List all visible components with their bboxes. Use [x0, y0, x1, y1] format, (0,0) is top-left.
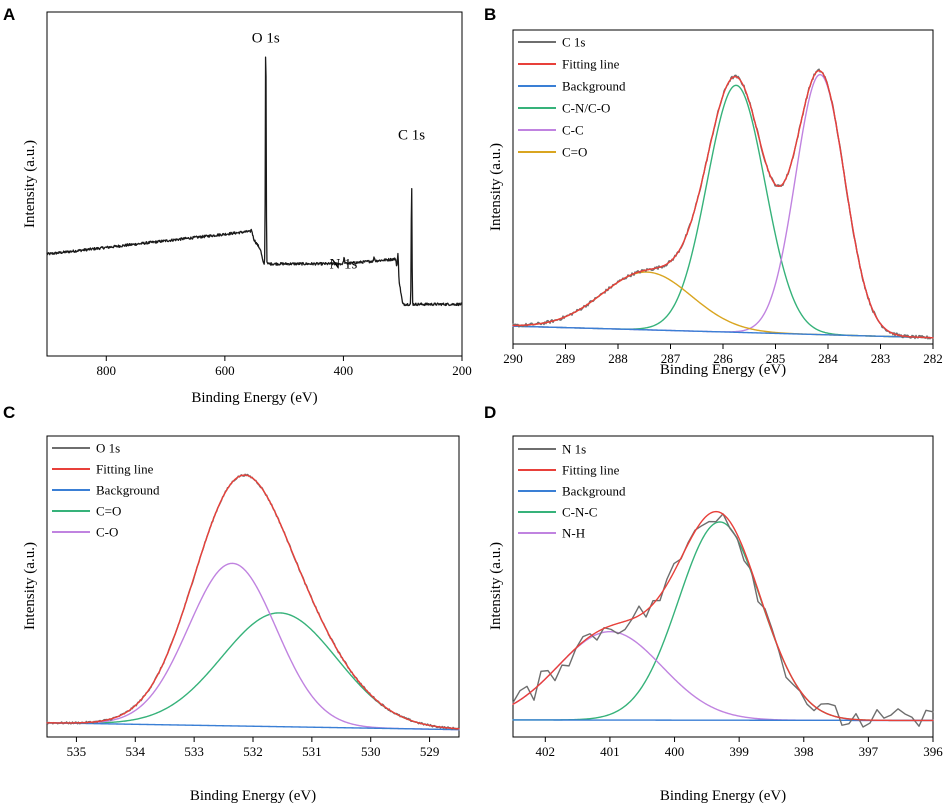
panel-a-annotation-o-1s: O 1s	[252, 30, 280, 46]
panel-b-tick-label-289: 289	[556, 351, 576, 366]
panel-d-legend-label-n-h: N-H	[562, 526, 585, 541]
panel-b-x-ticks: 290 289 288 287 286 285 284 283 282	[503, 344, 943, 366]
panel-a-tick-label-800: 800	[97, 363, 117, 378]
panel-d-curves	[512, 510, 934, 728]
panel-b-curves	[512, 68, 934, 340]
panel-c-tick-label-532: 532	[243, 744, 263, 759]
panel-a-y-axis-title: Intensity (a.u.)	[22, 140, 38, 228]
panel-d-tick-label-397: 397	[859, 744, 879, 759]
panel-d-tick-label-402: 402	[536, 744, 556, 759]
panel-c-tick-label-530: 530	[361, 744, 381, 759]
panel-a-annotation-c-1s: C 1s	[398, 127, 425, 143]
panel-c-series-c-o	[46, 562, 460, 731]
panel-b-tick-label-283: 283	[871, 351, 891, 366]
panel-a-curves	[46, 56, 463, 307]
panel-c-tick-label-534: 534	[126, 744, 146, 759]
panel-c-legend-label-c-o: C=O	[96, 504, 121, 519]
panel-d-series-n-1s	[512, 513, 934, 728]
panel-c-legend-label-o-1s: O 1s	[96, 441, 120, 456]
panel-b-y-axis-title: Intensity (a.u.)	[488, 143, 504, 231]
panel-c-curves	[46, 473, 460, 731]
panel-b-series-background	[512, 325, 934, 339]
panel-a-letter: A	[3, 5, 15, 24]
panel-b-legend-label-c-c: C-C	[562, 123, 584, 138]
panel-b-tick-label-286: 286	[713, 351, 733, 366]
panel-a-survey-chart: A 800 600 400 200 O 1s N 1s C 1s Binding Ener…	[3, 5, 472, 406]
panel-b-legend-label-c-o: C=O	[562, 145, 587, 160]
panel-c-series-c-o	[46, 612, 460, 730]
panel-b-legend-label-c-1s: C 1s	[562, 35, 585, 50]
panel-d-tick-label-400: 400	[665, 744, 685, 759]
panel-b-tick-label-284: 284	[818, 351, 838, 366]
panel-b-legend: C 1s Fitting line Background C-N/C-O C-C C=O	[518, 35, 626, 160]
panel-b-letter: B	[484, 5, 496, 24]
panel-a-series-survey	[46, 56, 463, 307]
panel-d-series-n-h	[512, 630, 934, 722]
panel-b-legend-label-c-n-c-o: C-N/C-O	[562, 101, 610, 116]
panel-c-series-background	[46, 722, 460, 731]
panel-b-tick-label-287: 287	[661, 351, 681, 366]
panel-d-legend-label-n-1s: N 1s	[562, 442, 586, 457]
panel-b-tick-label-285: 285	[766, 351, 786, 366]
panel-b-tick-label-288: 288	[608, 351, 628, 366]
panel-b-tick-label-290: 290	[503, 351, 523, 366]
panel-b-c1s-chart: B 290 289 288 287 286 285 284 283 282 C 1s Fittin…	[484, 5, 943, 378]
panel-d-n1s-chart: D 402 401 400 399 398 397 396 N 1s Fitting line…	[484, 403, 943, 804]
panel-d-tick-label-396: 396	[923, 744, 943, 759]
panel-d-y-axis-title: Intensity (a.u.)	[488, 542, 504, 630]
panel-d-tick-label-401: 401	[600, 744, 620, 759]
panel-c-legend-label-background: Background	[96, 483, 160, 498]
panel-a-tick-label-600: 600	[215, 363, 235, 378]
panel-a-annotations: O 1s N 1s C 1s	[252, 30, 426, 272]
panel-c-tick-label-533: 533	[184, 744, 204, 759]
panel-c-legend-label-c-o: C-O	[96, 525, 118, 540]
panel-b-tick-label-282: 282	[923, 351, 943, 366]
panel-b-plot-frame	[512, 29, 934, 345]
panel-a-x-axis-title: Binding Energy (eV)	[191, 390, 317, 406]
panel-c-letter: C	[3, 403, 15, 422]
panel-d-x-ticks: 402 401 400 399 398 397 396	[536, 737, 943, 759]
panel-c-o1s-chart: C 535 534 533 532 531 530 529 O 1s Fitting line…	[3, 403, 460, 804]
panel-d-legend-label-fitting-line: Fitting line	[562, 463, 620, 478]
panel-a-tick-label-400: 400	[334, 363, 354, 378]
panel-d-series-fitting-line	[512, 510, 934, 722]
panel-b-legend-label-background: Background	[562, 79, 626, 94]
panel-c-plot-frame	[46, 435, 460, 738]
panel-b-legend-label-fitting-line: Fitting line	[562, 57, 620, 72]
panel-c-tick-label-529: 529	[420, 744, 440, 759]
panel-d-tick-label-398: 398	[794, 744, 814, 759]
panel-a-tick-label-200: 200	[452, 363, 472, 378]
panel-c-tick-label-535: 535	[67, 744, 87, 759]
panel-c-legend: O 1s Fitting line Background C=O C-O	[52, 441, 160, 540]
panel-d-tick-label-399: 399	[729, 744, 749, 759]
panel-c-series-fitting-line	[46, 474, 460, 730]
panel-a-annotation-n-1s: N 1s	[329, 257, 357, 273]
panel-b-x-axis-title: Binding Energy (eV)	[660, 362, 786, 378]
panel-c-tick-label-531: 531	[302, 744, 322, 759]
panel-d-plot-frame	[512, 435, 934, 738]
panel-c-x-axis-title: Binding Energy (eV)	[190, 788, 316, 804]
panel-d-series-c-n-c	[512, 521, 934, 722]
panel-d-letter: D	[484, 403, 496, 422]
panel-d-legend-label-background: Background	[562, 484, 626, 499]
panel-c-legend-label-fitting-line: Fitting line	[96, 462, 154, 477]
panel-d-x-axis-title: Binding Energy (eV)	[660, 788, 786, 804]
panel-d-legend: N 1s Fitting line Background C-N-C N-H	[518, 442, 626, 541]
panel-d-legend-label-c-n-c: C-N-C	[562, 505, 597, 520]
panel-c-y-axis-title: Intensity (a.u.)	[22, 542, 38, 630]
panel-c-x-ticks: 535 534 533 532 531 530 529	[67, 737, 440, 759]
panel-a-plot-frame	[46, 11, 463, 357]
panel-b-series-fitting-line	[512, 69, 934, 339]
panel-a-x-ticks: 800 600 400 200	[97, 356, 472, 378]
